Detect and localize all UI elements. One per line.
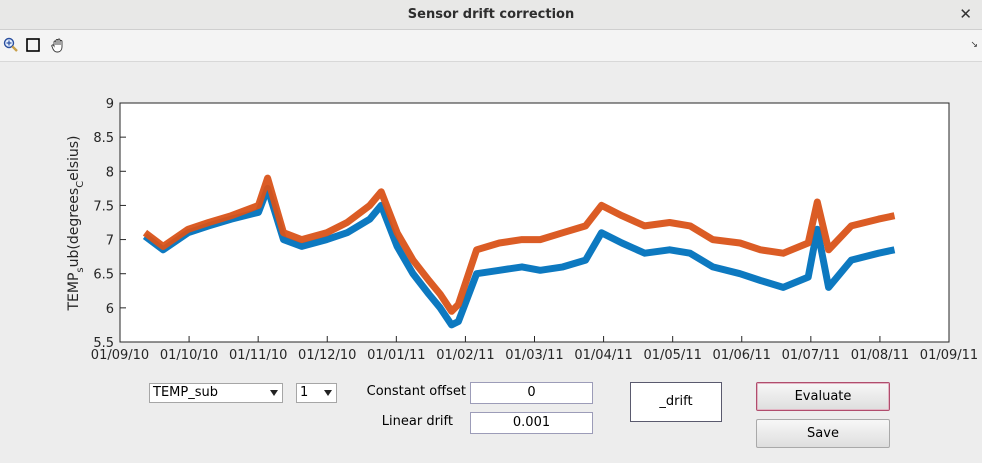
temperature-chart[interactable]: 5.5 6 6.5 7 7.5 8 8.5 9 01/09/10 01/10/10 01/11/1… xyxy=(0,62,982,362)
x-tick-label: 01/11/10 xyxy=(229,348,287,362)
y-tick-label: 9 xyxy=(106,97,114,112)
y-tick-label: 8.5 xyxy=(93,131,114,146)
dock-icon[interactable]: ↘ xyxy=(970,40,978,50)
figure-toolbar: ↘ xyxy=(0,30,982,62)
x-tick-label: 01/04/11 xyxy=(574,348,632,362)
x-tick-label: 01/06/11 xyxy=(713,348,771,362)
x-tick-label: 01/02/11 xyxy=(436,348,494,362)
series-line-orange xyxy=(142,174,896,315)
x-tick-label: 01/07/11 xyxy=(782,348,840,362)
x-tick-label: 01/10/10 xyxy=(160,348,218,362)
x-tick-label: 01/05/11 xyxy=(643,348,701,362)
title-bar: Sensor drift correction ✕ xyxy=(0,0,982,30)
chevron-down-icon xyxy=(324,390,332,396)
x-tick-label: 01/09/10 xyxy=(91,348,149,362)
y-tick-label: 7 xyxy=(106,234,114,249)
constant-offset-label: Constant offset xyxy=(366,384,466,399)
constant-offset-field[interactable]: 0 xyxy=(470,382,593,404)
y-tick-label: 8 xyxy=(106,165,114,180)
x-tick-label: 01/08/11 xyxy=(851,348,909,362)
index-select[interactable]: 1 xyxy=(296,383,337,403)
x-tick-label: 01/01/11 xyxy=(367,348,425,362)
pan-hand-icon[interactable] xyxy=(50,37,66,53)
window-title: Sensor drift correction xyxy=(407,7,575,22)
x-tick-label: 01/03/11 xyxy=(505,348,563,362)
close-icon[interactable]: ✕ xyxy=(959,5,972,23)
y-tick-label: 6.5 xyxy=(93,268,114,283)
linear-drift-field[interactable]: 0.001 xyxy=(470,412,593,434)
chevron-down-icon xyxy=(270,390,278,396)
evaluate-button[interactable]: Evaluate xyxy=(756,382,890,411)
y-tick-label: 7.5 xyxy=(93,199,114,214)
linear-drift-label: Linear drift xyxy=(381,414,453,429)
x-tick-label: 01/09/11 xyxy=(920,348,978,362)
y-tick-label: 6 xyxy=(106,302,114,317)
y-tick-label: 5.5 xyxy=(93,336,114,351)
rectangle-select-icon[interactable] xyxy=(25,37,41,53)
variable-select-value: TEMP_sub xyxy=(153,385,218,400)
x-tick-label: 01/12/10 xyxy=(298,348,356,362)
variable-select[interactable]: TEMP_sub xyxy=(149,383,283,403)
zoom-in-icon[interactable] xyxy=(3,37,19,53)
output-name-box: _drift xyxy=(630,382,722,422)
index-select-value: 1 xyxy=(300,385,309,400)
y-axis-label: TEMPsub(degreesCelsius) xyxy=(66,135,86,311)
save-button[interactable]: Save xyxy=(756,419,890,448)
